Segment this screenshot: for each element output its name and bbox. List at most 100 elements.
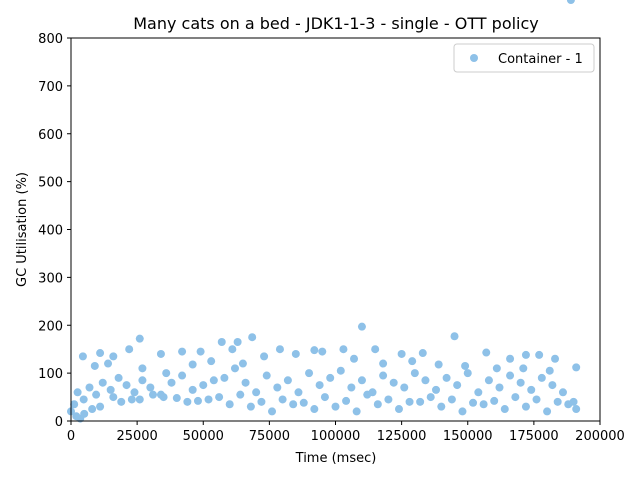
data-point	[159, 393, 168, 402]
data-point	[209, 376, 218, 385]
data-point	[535, 350, 544, 359]
x-tick-label: 0	[67, 429, 75, 444]
data-point	[326, 373, 335, 382]
data-point	[336, 366, 345, 375]
data-point	[135, 334, 144, 343]
data-point	[106, 385, 115, 394]
data-point	[138, 376, 147, 385]
data-point	[310, 346, 319, 355]
data-point	[257, 397, 266, 406]
data-point	[405, 397, 414, 406]
data-point	[117, 397, 126, 406]
data-point	[532, 395, 541, 404]
y-tick-label: 400	[38, 224, 63, 239]
data-point	[252, 388, 261, 397]
data-point	[527, 385, 536, 394]
data-point	[193, 396, 202, 405]
data-point	[188, 385, 197, 394]
data-point	[458, 407, 467, 416]
data-point	[421, 376, 430, 385]
data-point	[315, 381, 324, 390]
data-point	[104, 359, 113, 368]
data-point	[122, 381, 131, 390]
plot-frame	[70, 37, 601, 422]
data-point	[450, 332, 459, 341]
data-point	[339, 345, 348, 354]
data-point	[167, 378, 176, 387]
data-point	[373, 400, 382, 409]
data-point	[215, 393, 224, 402]
data-point	[230, 364, 239, 373]
data-point	[178, 347, 187, 356]
x-tick-label: 50000	[183, 429, 224, 444]
data-point	[283, 376, 292, 385]
x-axis: 0 25000 50000 75000 100000 125000 150000 175000…	[67, 421, 625, 444]
data-point	[278, 395, 287, 404]
data-point	[90, 361, 99, 370]
data-point	[463, 369, 472, 378]
data-point	[135, 395, 144, 404]
data-point	[125, 345, 134, 354]
y-tick-label: 0	[55, 415, 63, 430]
data-point	[207, 357, 216, 366]
data-point	[73, 388, 82, 397]
data-point	[566, 0, 575, 4]
y-axis: 0 100 200 300 400 500 600 700 800	[38, 32, 71, 430]
data-point	[294, 388, 303, 397]
data-point	[500, 405, 509, 414]
data-point	[357, 322, 366, 331]
x-tick-label: 75000	[249, 429, 290, 444]
data-point	[545, 366, 554, 375]
data-point	[495, 383, 504, 392]
x-axis-label: Time (msec)	[295, 451, 377, 466]
data-point	[416, 397, 425, 406]
data-point	[394, 405, 403, 414]
data-point	[146, 383, 155, 392]
data-point	[537, 373, 546, 382]
data-point	[553, 397, 562, 406]
legend-marker	[470, 54, 478, 62]
data-point	[262, 371, 271, 380]
data-point	[79, 395, 88, 404]
data-point	[371, 345, 380, 354]
y-axis-label: GC Utilisation (%)	[15, 172, 30, 287]
x-tick-label: 100000	[311, 429, 361, 444]
data-point	[410, 369, 419, 378]
y-tick-label: 200	[38, 319, 63, 334]
data-point	[273, 383, 282, 392]
data-point	[548, 381, 557, 390]
x-tick-label: 175000	[509, 429, 559, 444]
data-point	[469, 398, 478, 407]
data-point	[127, 395, 136, 404]
data-point	[109, 393, 118, 402]
y-tick-label: 600	[38, 128, 63, 143]
data-point	[521, 402, 530, 411]
data-point	[70, 400, 79, 409]
data-point	[479, 400, 488, 409]
data-point	[241, 378, 250, 387]
chart-title: Many cats on a bed - JDK1-1-3 - single -…	[133, 14, 539, 33]
data-point	[96, 349, 105, 358]
data-point	[188, 360, 197, 369]
data-point	[384, 395, 393, 404]
data-point	[236, 390, 245, 399]
data-point	[511, 393, 520, 402]
data-point	[78, 352, 87, 361]
data-point	[490, 396, 499, 405]
data-points	[67, 0, 581, 423]
data-point	[453, 381, 462, 390]
data-point	[130, 388, 139, 397]
x-tick-label: 25000	[116, 429, 157, 444]
data-point	[408, 357, 417, 366]
data-point	[521, 350, 530, 359]
x-tick-label: 125000	[377, 429, 427, 444]
data-point	[246, 402, 255, 411]
data-point	[474, 388, 483, 397]
data-point	[484, 376, 493, 385]
data-point	[98, 378, 107, 387]
data-point	[260, 352, 269, 361]
data-point	[183, 397, 192, 406]
data-point	[551, 354, 560, 363]
legend: Container - 1	[453, 43, 595, 73]
data-point	[482, 348, 491, 357]
